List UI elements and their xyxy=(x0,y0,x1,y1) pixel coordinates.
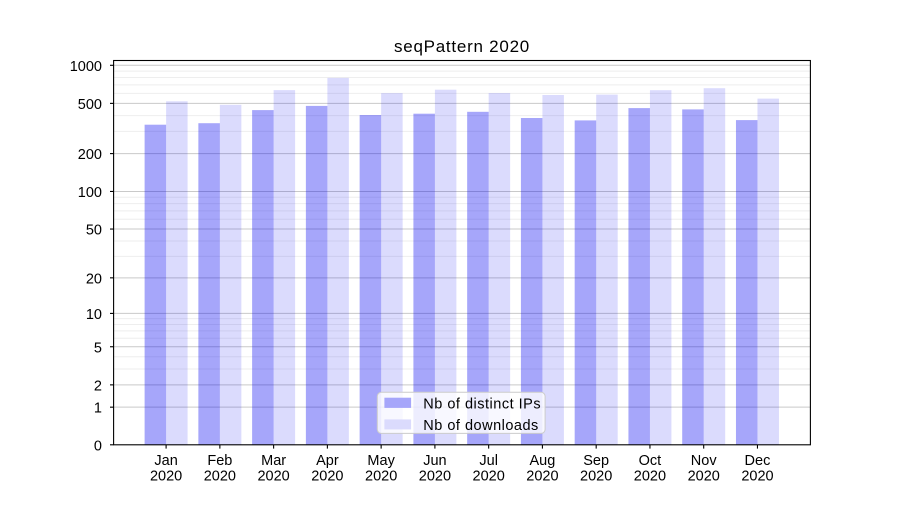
svg-text:2020: 2020 xyxy=(204,468,236,484)
svg-text:Aug: Aug xyxy=(530,453,556,469)
svg-text:Apr: Apr xyxy=(316,453,339,469)
svg-text:100: 100 xyxy=(78,185,102,201)
svg-text:500: 500 xyxy=(78,97,102,113)
svg-text:2020: 2020 xyxy=(150,468,182,484)
svg-text:1000: 1000 xyxy=(70,59,102,75)
svg-text:1: 1 xyxy=(94,401,102,417)
svg-text:2020: 2020 xyxy=(688,468,720,484)
svg-text:Nov: Nov xyxy=(691,453,718,469)
svg-text:May: May xyxy=(367,453,395,469)
svg-text:Sep: Sep xyxy=(583,453,609,469)
svg-text:Nb of downloads: Nb of downloads xyxy=(423,418,539,434)
svg-text:2020: 2020 xyxy=(580,468,612,484)
svg-text:Oct: Oct xyxy=(639,453,662,469)
svg-text:10: 10 xyxy=(86,307,102,323)
svg-text:2: 2 xyxy=(94,378,102,394)
svg-text:Nb of distinct IPs: Nb of distinct IPs xyxy=(423,397,541,413)
svg-text:2020: 2020 xyxy=(634,468,666,484)
svg-text:2020: 2020 xyxy=(526,468,558,484)
svg-text:2020: 2020 xyxy=(419,468,451,484)
svg-text:Jun: Jun xyxy=(423,453,446,469)
svg-text:2020: 2020 xyxy=(257,468,289,484)
svg-text:200: 200 xyxy=(78,147,102,163)
svg-text:Mar: Mar xyxy=(261,453,286,469)
svg-text:Dec: Dec xyxy=(745,453,771,469)
svg-text:Jul: Jul xyxy=(479,453,498,469)
svg-text:0: 0 xyxy=(94,438,102,454)
svg-text:50: 50 xyxy=(86,223,102,239)
svg-text:5: 5 xyxy=(94,340,102,356)
svg-text:2020: 2020 xyxy=(365,468,397,484)
svg-text:seqPattern 2020: seqPattern 2020 xyxy=(394,37,530,56)
svg-text:2020: 2020 xyxy=(311,468,343,484)
svg-text:2020: 2020 xyxy=(741,468,773,484)
svg-text:Jan: Jan xyxy=(154,453,177,469)
svg-text:2020: 2020 xyxy=(473,468,505,484)
svg-text:Feb: Feb xyxy=(207,453,232,469)
svg-text:20: 20 xyxy=(86,271,102,287)
